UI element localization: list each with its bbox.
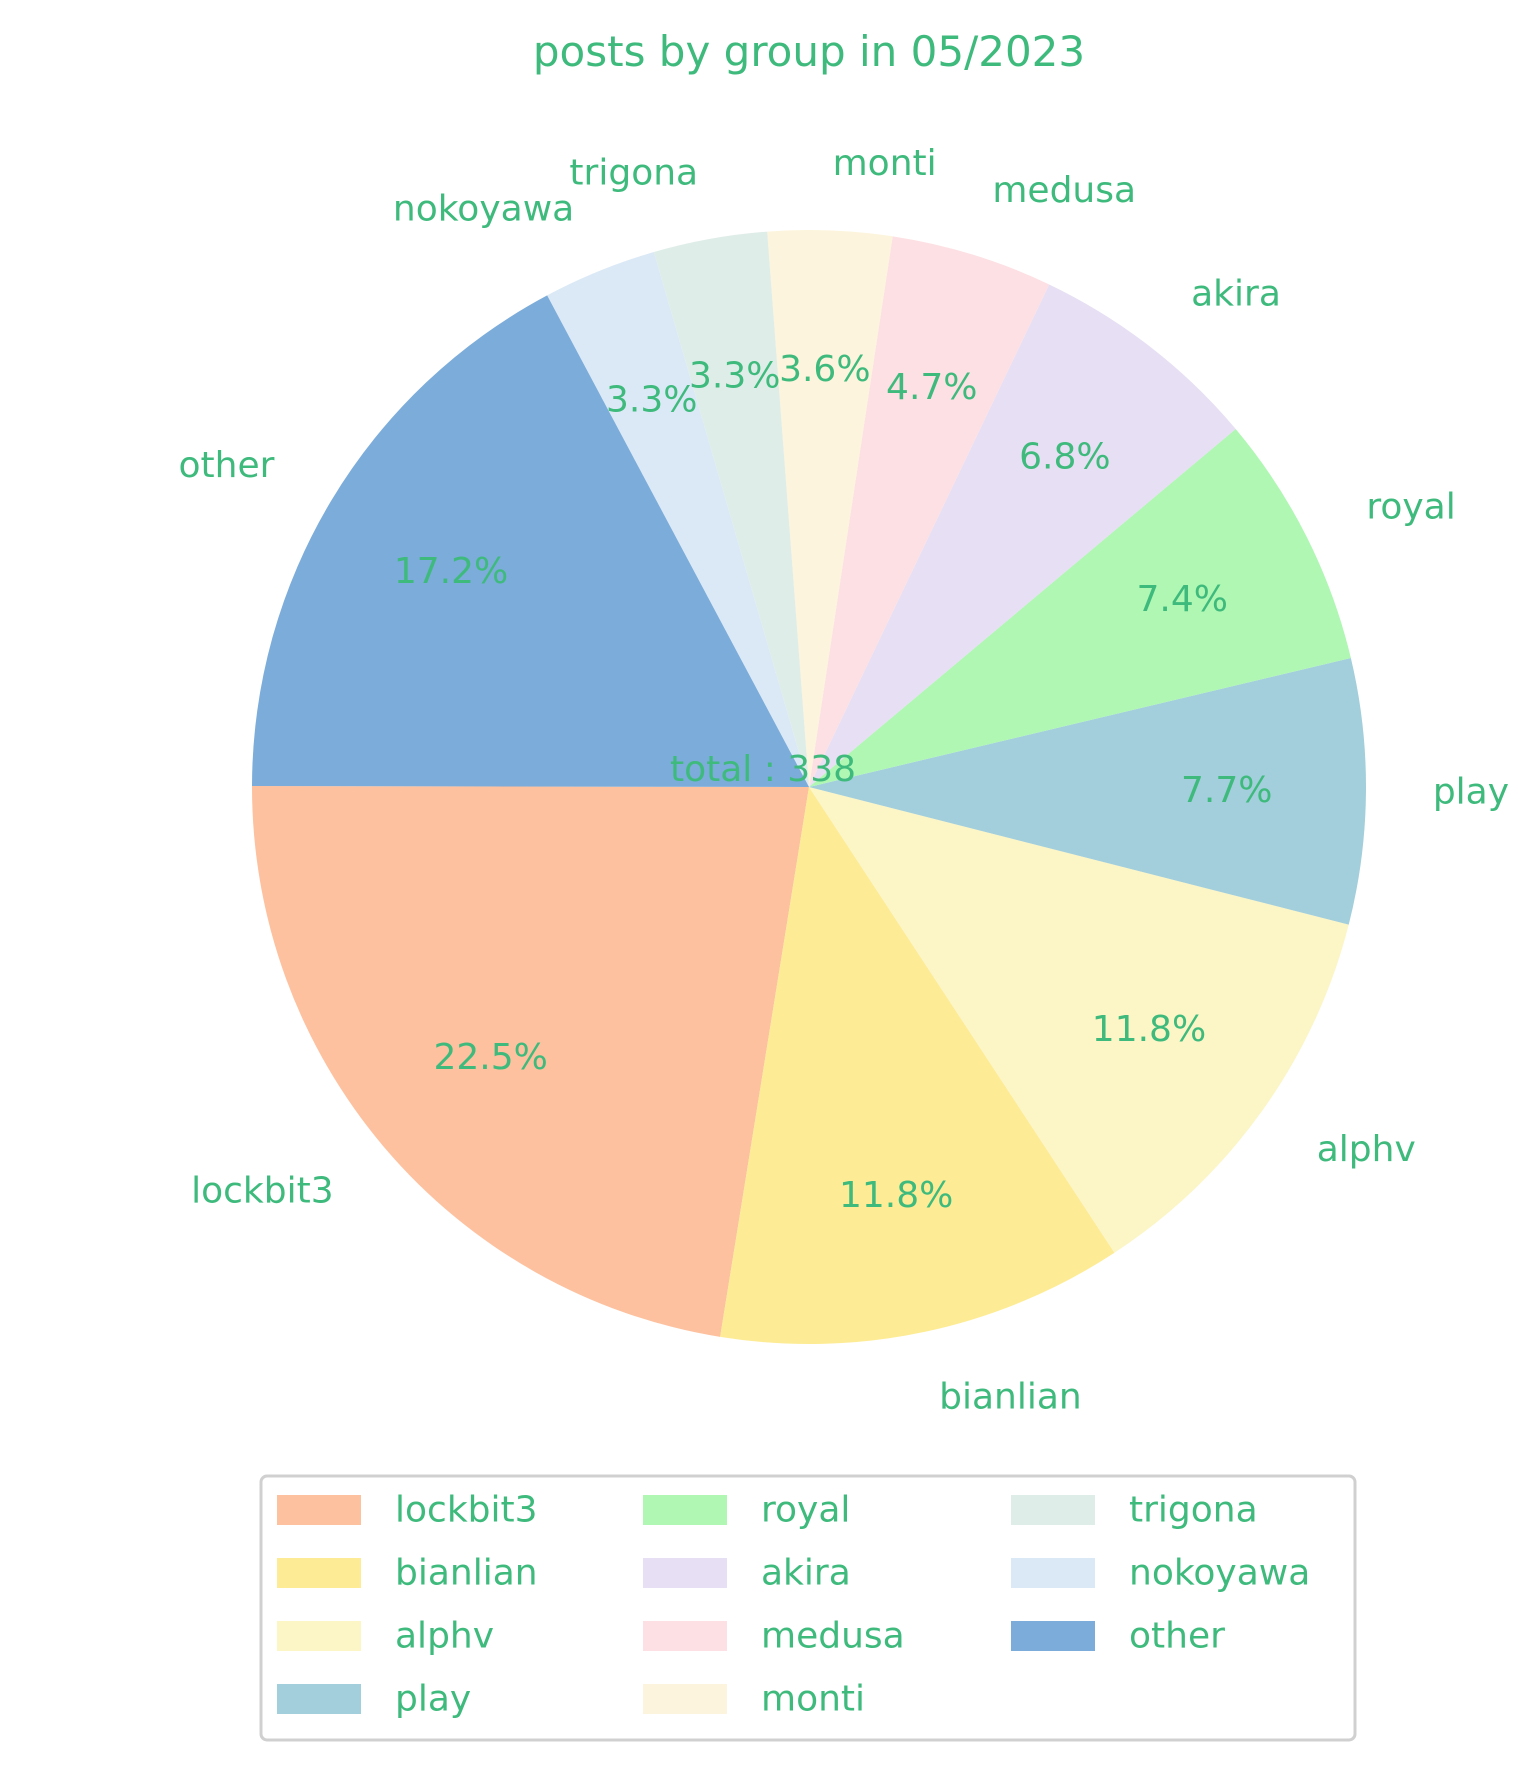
pie-percent-label-other: 17.2% bbox=[394, 551, 508, 592]
pie-category-label-medusa: medusa bbox=[992, 170, 1136, 211]
legend-swatch-play bbox=[277, 1684, 361, 1714]
pie-slice-other bbox=[252, 295, 809, 787]
pie-category-label-alphv: alphv bbox=[1317, 1129, 1416, 1170]
pie-percent-label-akira: 6.8% bbox=[1019, 436, 1110, 477]
center-total-label: total : 338 bbox=[670, 749, 856, 790]
pie-percent-label-alphv: 11.8% bbox=[1092, 1009, 1206, 1050]
pie-category-label-trigona: trigona bbox=[569, 153, 698, 194]
pie-percent-label-lockbit3: 22.5% bbox=[433, 1037, 547, 1078]
legend-swatch-medusa bbox=[643, 1621, 727, 1651]
pie-slices bbox=[252, 230, 1367, 1345]
legend-swatch-other bbox=[1011, 1621, 1095, 1651]
pie-slice-play bbox=[809, 658, 1367, 925]
pie-slice-akira bbox=[809, 284, 1236, 787]
pie-percent-label-trigona: 3.3% bbox=[689, 355, 780, 396]
pie-slice-alphv bbox=[809, 787, 1349, 1253]
pie-category-label-akira: akira bbox=[1191, 273, 1281, 314]
pie-labels: 22.5% lockbit3 11.8% bianlian 11.8% alphv 7.7%… bbox=[179, 143, 1510, 1418]
legend-swatch-royal bbox=[643, 1495, 727, 1525]
pie-percent-label-medusa: 4.7% bbox=[886, 367, 977, 408]
legend-label-play: play bbox=[395, 1679, 471, 1720]
pie-slice-lockbit3 bbox=[252, 786, 810, 1337]
legend-swatch-alphv bbox=[277, 1621, 361, 1651]
legend-label-other: other bbox=[1129, 1616, 1225, 1657]
pie-category-label-monti: monti bbox=[833, 143, 937, 184]
legend-label-lockbit3: lockbit3 bbox=[395, 1490, 538, 1531]
legend-label-alphv: alphv bbox=[395, 1616, 494, 1657]
pie-percent-label-bianlian: 11.8% bbox=[839, 1175, 953, 1216]
pie-category-label-play: play bbox=[1433, 772, 1509, 813]
pie-category-label-lockbit3: lockbit3 bbox=[191, 1170, 334, 1211]
legend-swatch-bianlian bbox=[277, 1558, 361, 1588]
legend-label-royal: royal bbox=[761, 1490, 850, 1531]
legend-swatch-lockbit3 bbox=[277, 1495, 361, 1525]
legend-swatch-monti bbox=[643, 1684, 727, 1714]
pie-percent-label-play: 7.7% bbox=[1181, 770, 1272, 811]
pie-percent-label-royal: 7.4% bbox=[1136, 579, 1227, 620]
chart-title: posts by group in 05/2023 bbox=[533, 27, 1085, 76]
pie-slice-medusa bbox=[809, 236, 1050, 787]
legend-label-medusa: medusa bbox=[761, 1616, 905, 1657]
legend-label-trigona: trigona bbox=[1129, 1490, 1258, 1531]
legend-label-monti: monti bbox=[761, 1679, 865, 1720]
legend-swatch-nokoyawa bbox=[1011, 1558, 1095, 1588]
pie-slice-trigona bbox=[653, 231, 809, 787]
legend-swatch-akira bbox=[643, 1558, 727, 1588]
pie-category-label-other: other bbox=[179, 445, 275, 486]
pie-slice-nokoyawa bbox=[547, 252, 809, 787]
pie-category-label-nokoyawa: nokoyawa bbox=[393, 189, 574, 230]
pie-category-label-bianlian: bianlian bbox=[939, 1377, 1082, 1418]
legend-label-bianlian: bianlian bbox=[395, 1553, 538, 1594]
legend-swatch-trigona bbox=[1011, 1495, 1095, 1525]
legend-frame bbox=[259, 1474, 1357, 1742]
legend: lockbit3 bianlian alphv play royal akira medus… bbox=[259, 1474, 1357, 1742]
legend-label-akira: akira bbox=[761, 1553, 851, 1594]
pie-slice-bianlian bbox=[720, 787, 1115, 1345]
pie-slice-monti bbox=[767, 230, 893, 787]
pie-category-label-royal: royal bbox=[1366, 486, 1455, 527]
pie-slice-royal bbox=[809, 428, 1351, 787]
pie-percent-label-nokoyawa: 3.3% bbox=[606, 379, 697, 420]
legend-label-nokoyawa: nokoyawa bbox=[1129, 1553, 1310, 1594]
pie-percent-label-monti: 3.6% bbox=[779, 349, 870, 390]
